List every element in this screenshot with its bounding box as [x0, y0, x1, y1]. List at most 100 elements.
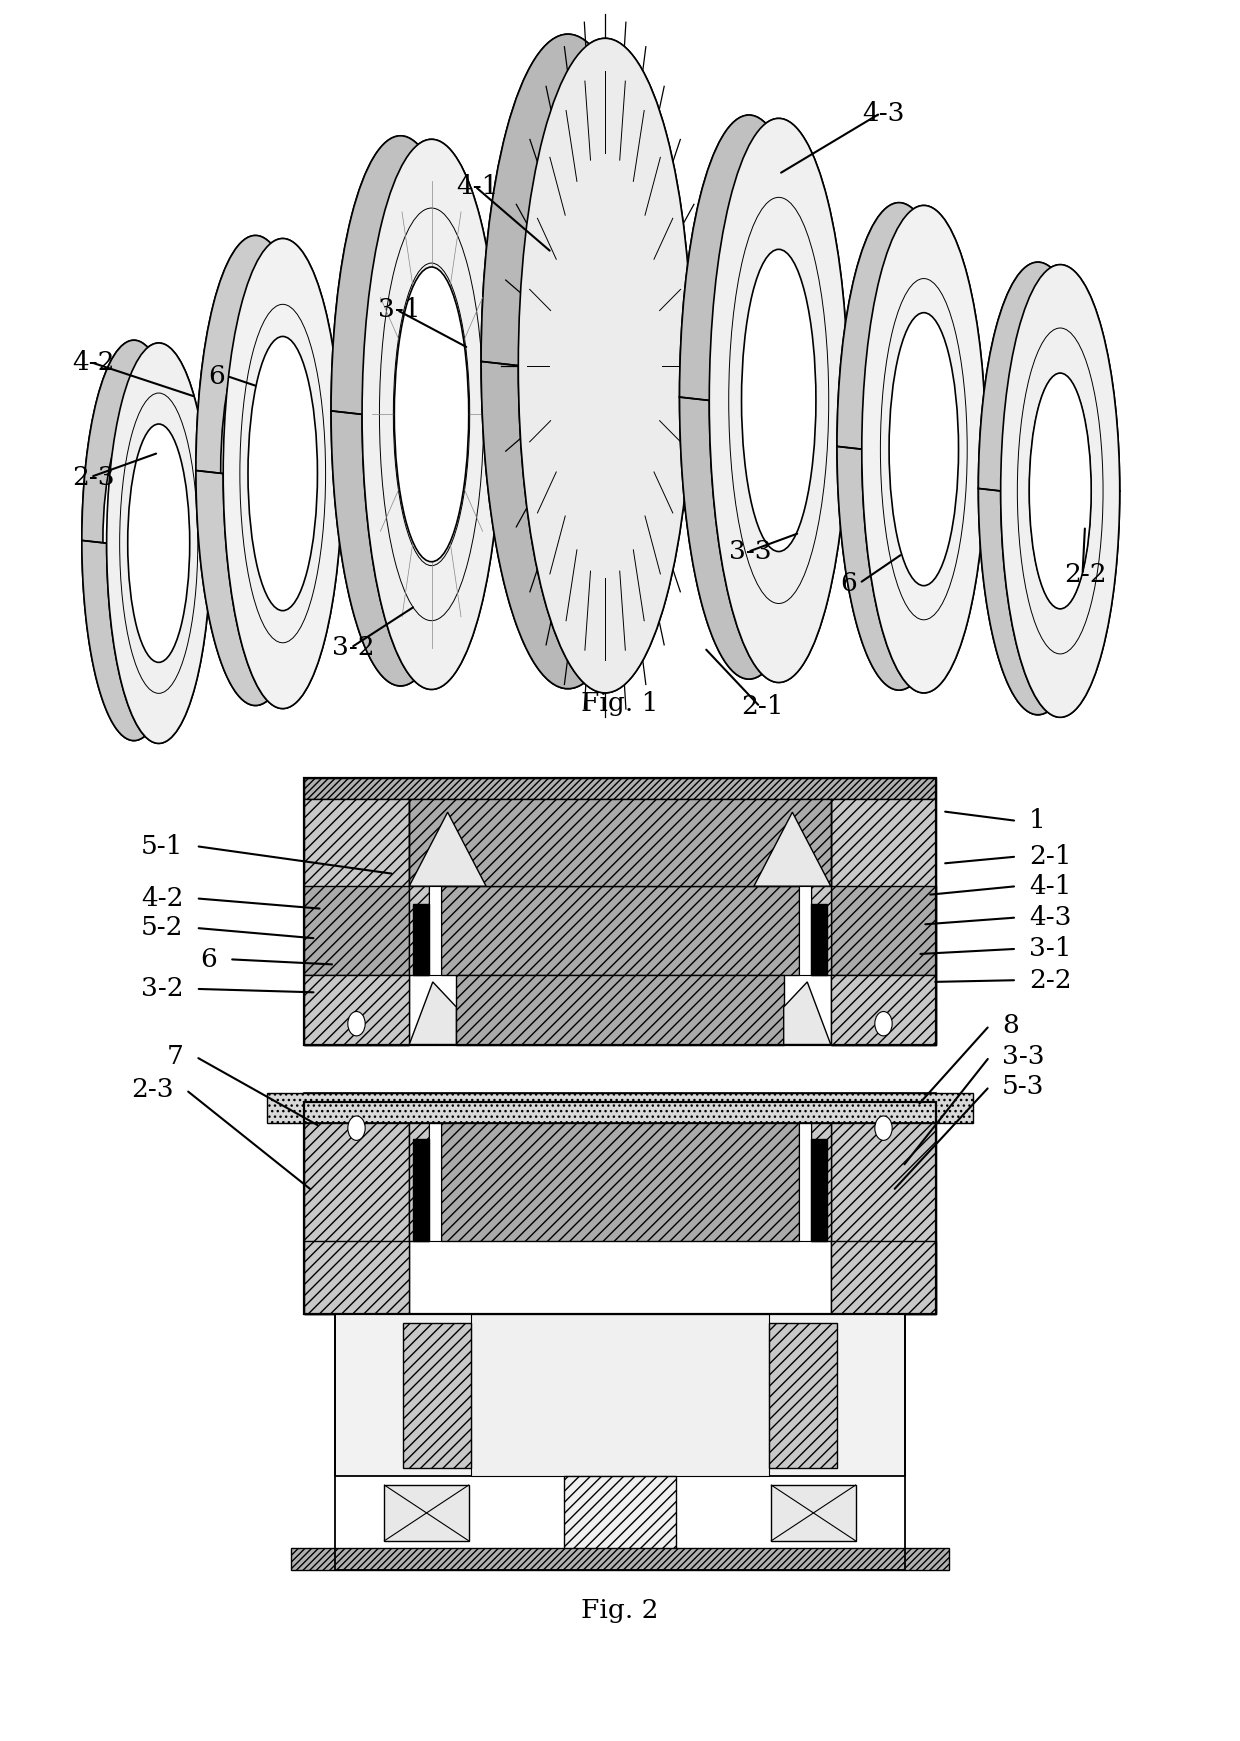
Bar: [413, 1140, 429, 1241]
Text: 3-1: 3-1: [378, 298, 420, 322]
Ellipse shape: [196, 235, 315, 705]
Bar: [267, 1093, 973, 1123]
Text: 2-2: 2-2: [1029, 968, 1071, 992]
Ellipse shape: [1029, 373, 1091, 609]
Bar: [291, 1548, 949, 1570]
Ellipse shape: [221, 333, 290, 608]
Circle shape: [347, 1116, 366, 1140]
Polygon shape: [754, 811, 831, 886]
Bar: [409, 799, 831, 886]
Bar: [413, 904, 429, 975]
Polygon shape: [331, 411, 501, 689]
Text: 4-3: 4-3: [1029, 905, 1071, 930]
Bar: [403, 1323, 471, 1468]
Ellipse shape: [518, 38, 692, 693]
Ellipse shape: [742, 249, 816, 552]
Text: 5-3: 5-3: [1002, 1074, 1044, 1099]
Ellipse shape: [107, 343, 211, 743]
Text: 2-2: 2-2: [1064, 562, 1106, 587]
Bar: [831, 886, 936, 975]
Polygon shape: [680, 397, 848, 682]
Text: 8: 8: [1002, 1013, 1019, 1038]
Bar: [335, 1314, 905, 1570]
Text: 4-1: 4-1: [1029, 874, 1071, 898]
Ellipse shape: [864, 310, 934, 583]
Text: 6: 6: [200, 947, 217, 971]
Polygon shape: [978, 489, 1120, 717]
Polygon shape: [978, 263, 1120, 491]
Bar: [799, 886, 811, 975]
Polygon shape: [837, 446, 986, 693]
Text: 3-3: 3-3: [729, 540, 771, 564]
Polygon shape: [837, 202, 986, 449]
Bar: [409, 1111, 429, 1241]
Text: 6: 6: [208, 364, 226, 388]
Bar: [811, 904, 827, 975]
Bar: [564, 1476, 676, 1549]
Text: 3-1: 3-1: [1029, 937, 1071, 961]
Bar: [831, 975, 936, 1045]
Ellipse shape: [82, 339, 186, 740]
Ellipse shape: [709, 118, 848, 682]
Bar: [769, 1323, 837, 1468]
Polygon shape: [82, 339, 211, 543]
Ellipse shape: [889, 313, 959, 585]
Bar: [304, 1102, 409, 1314]
Bar: [384, 1485, 469, 1541]
Text: 7: 7: [166, 1045, 184, 1069]
Ellipse shape: [394, 266, 469, 562]
Bar: [304, 778, 936, 1045]
Ellipse shape: [362, 139, 501, 689]
Text: 2-1: 2-1: [1029, 844, 1071, 869]
Bar: [304, 1102, 409, 1111]
Polygon shape: [481, 362, 692, 693]
Polygon shape: [784, 982, 831, 1045]
Ellipse shape: [837, 202, 961, 689]
Bar: [456, 1102, 784, 1111]
Bar: [304, 799, 409, 1045]
Bar: [831, 1102, 936, 1314]
Ellipse shape: [223, 239, 342, 709]
Text: 6: 6: [841, 571, 858, 595]
Ellipse shape: [248, 336, 317, 611]
Ellipse shape: [712, 245, 786, 548]
Bar: [335, 1314, 905, 1476]
Bar: [471, 1314, 769, 1476]
Text: 4-3: 4-3: [862, 101, 904, 125]
Ellipse shape: [1007, 371, 1069, 606]
Polygon shape: [409, 982, 456, 1045]
Bar: [304, 886, 409, 975]
Text: 3-3: 3-3: [1002, 1045, 1044, 1069]
Circle shape: [875, 1116, 892, 1140]
Bar: [429, 1111, 441, 1241]
Text: 5-1: 5-1: [141, 834, 184, 858]
Bar: [811, 886, 831, 975]
Bar: [409, 1102, 456, 1111]
Bar: [441, 886, 799, 975]
Circle shape: [347, 1012, 366, 1036]
Ellipse shape: [331, 136, 470, 686]
Ellipse shape: [128, 425, 190, 662]
Bar: [831, 799, 936, 1045]
Bar: [831, 1102, 936, 1111]
Text: 4-2: 4-2: [141, 886, 184, 911]
Text: Fig. 1: Fig. 1: [582, 691, 658, 716]
Polygon shape: [82, 540, 211, 743]
Bar: [811, 1140, 827, 1241]
Text: 2-3: 2-3: [72, 465, 114, 489]
Bar: [799, 1111, 811, 1241]
Bar: [304, 1102, 936, 1314]
Polygon shape: [409, 811, 486, 886]
Bar: [441, 1111, 799, 1241]
Ellipse shape: [1001, 265, 1120, 717]
Text: 3-2: 3-2: [332, 635, 374, 660]
Ellipse shape: [103, 421, 165, 660]
Bar: [456, 975, 784, 1045]
Text: 5-2: 5-2: [141, 916, 184, 940]
Bar: [811, 1111, 831, 1241]
Text: Fig. 2: Fig. 2: [582, 1598, 658, 1623]
Bar: [429, 886, 441, 975]
Polygon shape: [196, 235, 342, 474]
Bar: [409, 886, 429, 975]
Ellipse shape: [481, 35, 655, 689]
